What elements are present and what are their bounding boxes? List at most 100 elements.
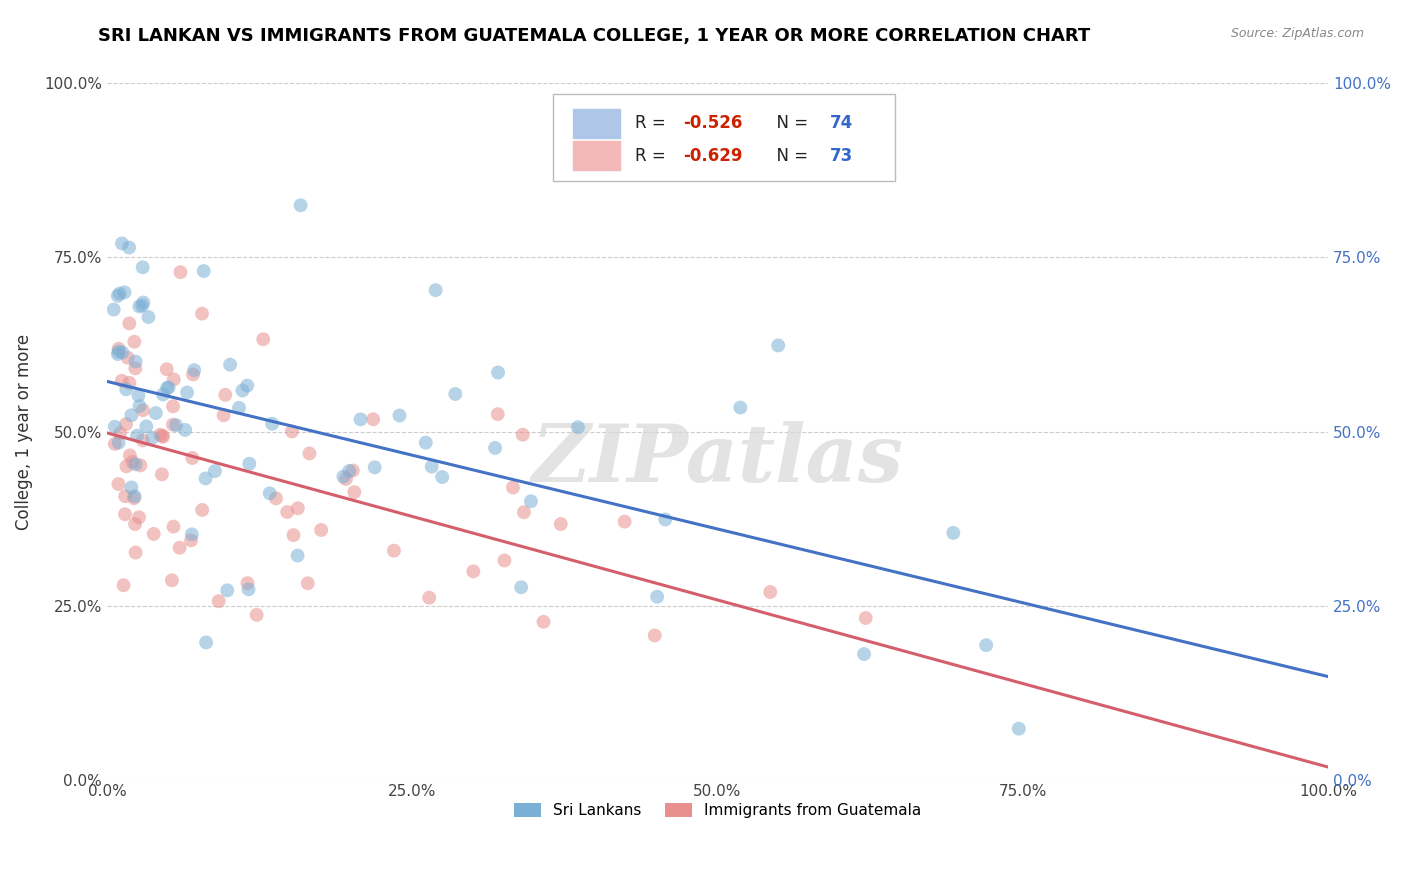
Point xyxy=(124,334,146,349)
Point xyxy=(183,363,205,377)
Point xyxy=(494,553,516,567)
Point xyxy=(111,345,134,359)
Point xyxy=(283,528,305,542)
Point xyxy=(337,464,360,478)
Point xyxy=(238,582,260,597)
Point xyxy=(162,519,184,533)
Point xyxy=(276,505,298,519)
Point xyxy=(141,431,163,445)
Point xyxy=(444,387,467,401)
FancyBboxPatch shape xyxy=(574,109,620,137)
Point xyxy=(107,347,129,361)
Point xyxy=(152,430,174,444)
Point xyxy=(120,480,142,494)
Point xyxy=(287,549,309,563)
Point xyxy=(298,446,321,460)
Point xyxy=(169,265,191,279)
Point xyxy=(128,399,150,413)
Point xyxy=(349,412,371,426)
Text: -0.629: -0.629 xyxy=(683,147,742,165)
Point xyxy=(520,494,543,508)
Text: 73: 73 xyxy=(830,147,853,165)
Text: N =: N = xyxy=(766,114,814,132)
Point xyxy=(128,510,150,524)
Point xyxy=(135,419,157,434)
Point xyxy=(115,382,138,396)
Point xyxy=(156,362,179,376)
Point xyxy=(262,417,284,431)
Point xyxy=(759,585,782,599)
Point xyxy=(180,533,202,548)
Point xyxy=(335,472,357,486)
Point xyxy=(364,460,387,475)
Point xyxy=(150,467,173,482)
Point xyxy=(287,501,309,516)
Point xyxy=(204,464,226,478)
Point xyxy=(142,527,165,541)
Text: ZIPatlas: ZIPatlas xyxy=(531,421,904,498)
Point xyxy=(118,241,141,255)
Point xyxy=(654,512,676,526)
Point xyxy=(118,317,141,331)
Point xyxy=(152,387,174,401)
Point xyxy=(103,302,125,317)
Point xyxy=(382,543,405,558)
Point xyxy=(107,477,129,491)
Point xyxy=(104,419,127,434)
Point xyxy=(342,463,364,477)
Point xyxy=(162,399,184,413)
Point xyxy=(108,286,131,301)
Point xyxy=(104,437,127,451)
Point xyxy=(463,565,485,579)
Point xyxy=(208,594,231,608)
Point xyxy=(121,455,143,469)
Point xyxy=(180,527,202,541)
Point xyxy=(169,541,191,555)
Point xyxy=(252,332,274,346)
Point xyxy=(219,358,242,372)
Point xyxy=(132,295,155,310)
Point xyxy=(853,647,876,661)
Point xyxy=(120,409,142,423)
Point xyxy=(111,374,134,388)
Point xyxy=(165,418,187,433)
Point xyxy=(214,388,236,402)
Point xyxy=(124,489,146,503)
Point xyxy=(195,635,218,649)
Text: 74: 74 xyxy=(830,114,853,132)
Point xyxy=(118,449,141,463)
Point xyxy=(124,516,146,531)
Point xyxy=(343,485,366,500)
Point xyxy=(228,401,250,415)
Point xyxy=(533,615,555,629)
Point xyxy=(194,471,217,485)
Point xyxy=(309,523,332,537)
Point xyxy=(117,351,139,365)
Point xyxy=(118,376,141,390)
Text: -0.526: -0.526 xyxy=(683,114,742,132)
Point xyxy=(513,505,536,519)
Point xyxy=(107,344,129,359)
Point xyxy=(114,508,136,522)
Point xyxy=(420,459,443,474)
Point xyxy=(236,576,259,591)
Point xyxy=(550,517,572,532)
FancyBboxPatch shape xyxy=(574,141,620,170)
Point xyxy=(124,545,146,559)
Point xyxy=(418,591,440,605)
Point xyxy=(281,425,304,439)
Point xyxy=(156,381,179,395)
Point xyxy=(122,491,145,505)
Legend: Sri Lankans, Immigrants from Guatemala: Sri Lankans, Immigrants from Guatemala xyxy=(508,797,928,824)
Point xyxy=(236,378,259,392)
Point xyxy=(115,417,138,432)
Point xyxy=(191,503,214,517)
Point xyxy=(150,428,173,442)
Point xyxy=(259,486,281,500)
Point xyxy=(112,578,135,592)
Point xyxy=(125,428,148,442)
Point xyxy=(486,407,509,421)
Point xyxy=(131,434,153,448)
Point xyxy=(114,489,136,503)
Point xyxy=(174,423,197,437)
